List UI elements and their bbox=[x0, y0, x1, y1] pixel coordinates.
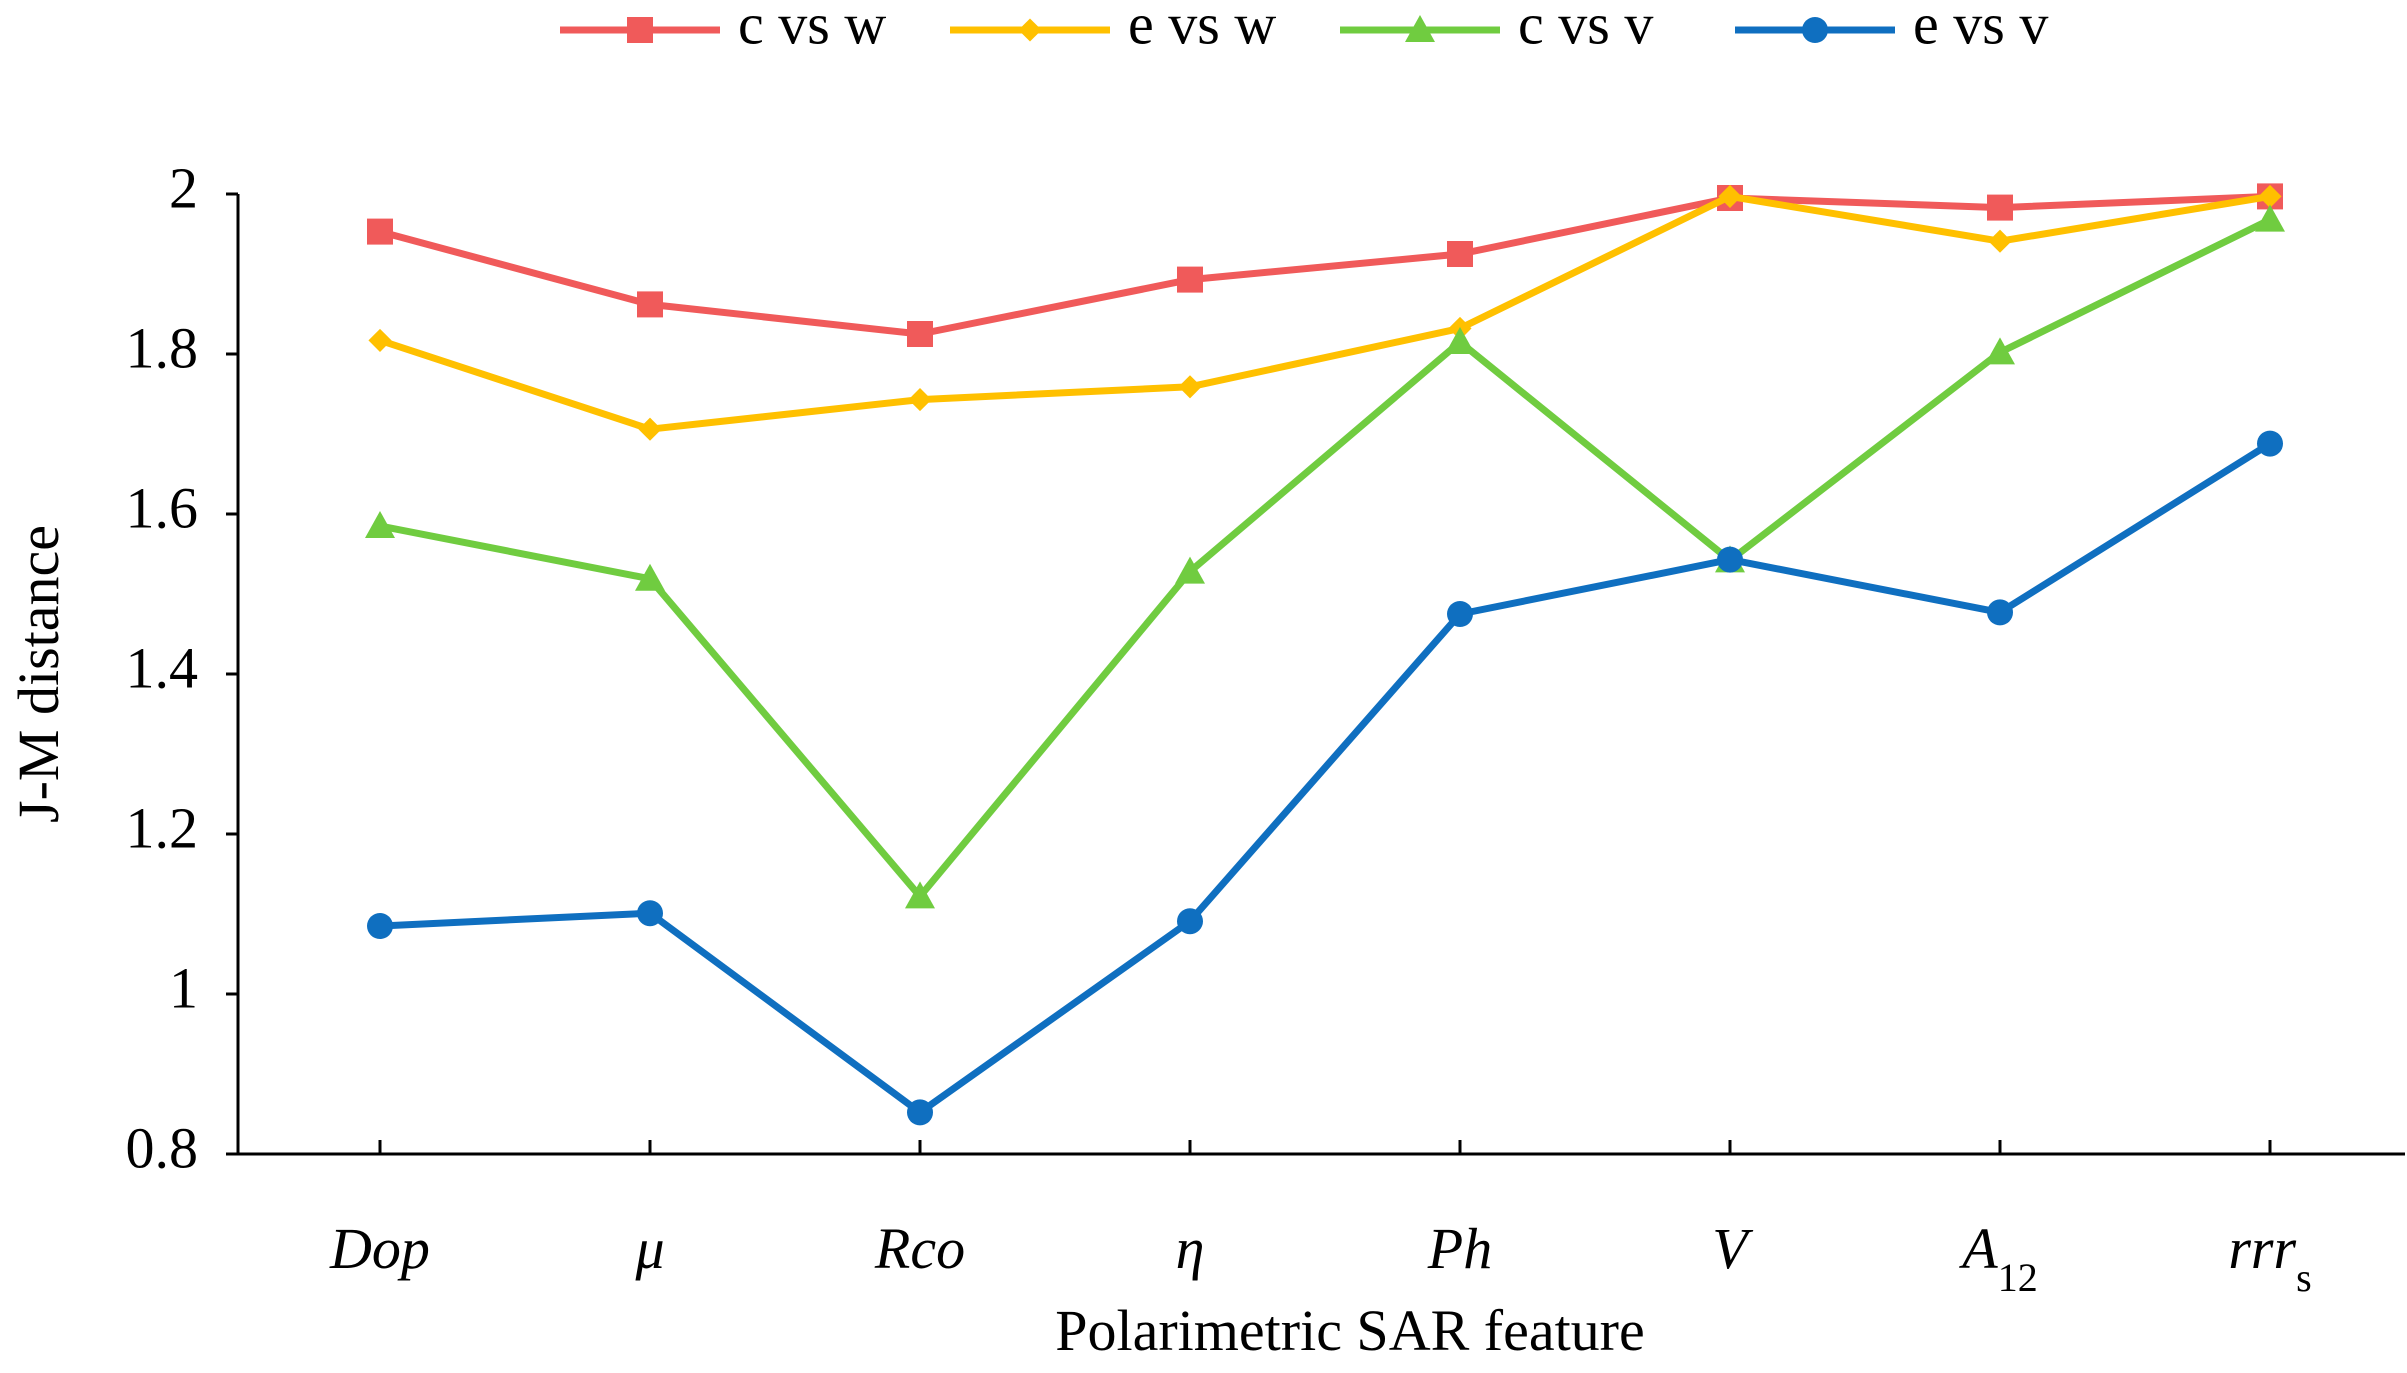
legend-item-c-vs-w: c vs w bbox=[560, 0, 886, 56]
data-point-e-vs-w bbox=[1988, 229, 2012, 253]
data-point-e-vs-v bbox=[1717, 546, 1743, 573]
x-ticks: Dop μ Rco η Ph V A12 rrrs bbox=[329, 1140, 2312, 1300]
y-axis-title: J-M distance bbox=[6, 525, 71, 823]
series-c-vs-w bbox=[367, 183, 2283, 347]
data-point-e-vs-w bbox=[1718, 184, 1742, 208]
legend-marker bbox=[1018, 18, 1042, 42]
x-tick-label: Ph bbox=[1427, 1216, 1492, 1281]
data-point-c-vs-v bbox=[2255, 204, 2285, 232]
legend-label: c vs v bbox=[1518, 0, 1653, 56]
data-point-e-vs-v bbox=[1447, 601, 1473, 627]
data-point-e-vs-v bbox=[907, 1099, 933, 1126]
data-point-c-vs-v bbox=[1175, 556, 1205, 584]
series-e-vs-w bbox=[368, 184, 2282, 441]
data-point-c-vs-w bbox=[907, 321, 933, 347]
legend-label: e vs w bbox=[1128, 0, 1276, 56]
x-tick-label: rrrs bbox=[2228, 1216, 2311, 1300]
legend-label: e vs v bbox=[1913, 0, 2048, 56]
x-tick-label: Dop bbox=[329, 1216, 430, 1281]
legend-marker bbox=[1802, 17, 1828, 43]
data-point-c-vs-w bbox=[1987, 194, 2013, 221]
legend-marker bbox=[1405, 15, 1435, 42]
data-point-c-vs-v bbox=[635, 563, 665, 591]
data-point-e-vs-w bbox=[368, 328, 392, 352]
data-point-e-vs-v bbox=[1177, 908, 1203, 935]
data-point-c-vs-w bbox=[1447, 241, 1473, 267]
x-tick-label: V bbox=[1712, 1216, 1754, 1281]
data-point-e-vs-w bbox=[2258, 184, 2282, 208]
data-point-e-vs-v bbox=[637, 900, 663, 927]
data-point-c-vs-w bbox=[637, 291, 663, 318]
data-point-c-vs-w bbox=[367, 218, 393, 245]
data-point-e-vs-w bbox=[638, 417, 662, 441]
series-e-vs-v bbox=[367, 430, 2283, 1126]
x-tick-label: μ bbox=[634, 1216, 664, 1281]
series-line-c-vs-v bbox=[379, 216, 2272, 900]
y-tick-label: 0.8 bbox=[126, 1115, 199, 1180]
x-tick-label: Rco bbox=[874, 1216, 965, 1281]
series-line-e-vs-w bbox=[378, 192, 2271, 433]
y-tick-label: 1 bbox=[169, 955, 198, 1020]
x-axis-title: Polarimetric SAR feature bbox=[1055, 1298, 1645, 1363]
legend-item-e-vs-w: e vs w bbox=[950, 0, 1276, 56]
data-point-e-vs-w bbox=[908, 388, 932, 412]
axes: 0.8 1 1.2 1.4 1.6 1.8 2 Dop μ Rco η Ph V A12 rrrs bbox=[126, 155, 2405, 1300]
legend-marker bbox=[627, 17, 653, 43]
data-point-e-vs-w bbox=[1178, 375, 1202, 399]
data-point-c-vs-v bbox=[1445, 327, 1475, 354]
legend-label: c vs w bbox=[738, 0, 886, 56]
y-tick-label: 1.2 bbox=[126, 795, 199, 860]
series-c-vs-v bbox=[365, 204, 2285, 909]
y-tick-label: 1.4 bbox=[126, 635, 199, 700]
legend: c vs w e vs w c vs v e vs v bbox=[560, 0, 2048, 56]
data-point-c-vs-v bbox=[365, 511, 395, 538]
x-tick-label: A12 bbox=[1958, 1216, 2037, 1300]
series-line-e-vs-v bbox=[379, 440, 2272, 1116]
data-point-e-vs-v bbox=[2257, 430, 2283, 457]
series-group bbox=[365, 183, 2285, 1126]
data-point-c-vs-w bbox=[1177, 266, 1203, 293]
data-point-e-vs-v bbox=[367, 913, 393, 939]
legend-item-e-vs-v: e vs v bbox=[1735, 0, 2048, 56]
data-point-c-vs-v bbox=[1985, 337, 2015, 365]
data-point-c-vs-v bbox=[905, 881, 935, 909]
series-line-c-vs-w bbox=[379, 192, 2271, 338]
y-tick-label: 2 bbox=[169, 155, 198, 220]
y-tick-label: 1.8 bbox=[126, 315, 199, 380]
y-tick-label: 1.6 bbox=[126, 475, 199, 540]
x-tick-label: η bbox=[1176, 1216, 1205, 1281]
y-ticks: 0.8 1 1.2 1.4 1.6 1.8 2 bbox=[126, 155, 238, 1180]
legend-item-c-vs-v: c vs v bbox=[1340, 0, 1653, 56]
data-point-e-vs-v bbox=[1987, 599, 2013, 626]
